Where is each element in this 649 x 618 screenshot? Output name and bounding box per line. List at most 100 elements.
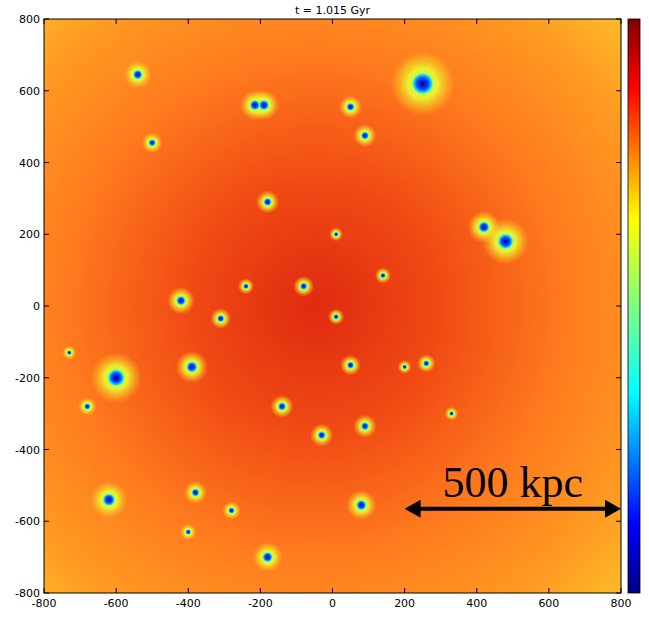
halo	[340, 355, 361, 376]
halo	[417, 354, 435, 372]
subhalo	[259, 100, 268, 109]
subhalo	[423, 361, 429, 367]
x-tick-label: -600	[104, 597, 129, 610]
x-tick-label: 600	[538, 597, 559, 610]
halo	[329, 227, 343, 241]
subhalo	[361, 132, 368, 139]
halo	[78, 397, 96, 415]
y-tick-label: -400	[15, 444, 40, 457]
x-tick-label: -200	[248, 597, 273, 610]
subhalo	[217, 315, 223, 321]
halo	[184, 481, 207, 504]
scale-bar-label: 500 kpc	[443, 458, 584, 507]
subhalo	[413, 73, 433, 93]
y-tick	[44, 234, 49, 235]
subhalo	[149, 140, 155, 146]
frame	[44, 19, 621, 593]
x-tick	[404, 19, 405, 24]
y-tick-label: -600	[15, 515, 40, 528]
halo	[176, 351, 208, 383]
halo	[256, 190, 279, 213]
y-tick	[44, 377, 49, 378]
halo	[483, 218, 529, 264]
subhalo	[177, 296, 186, 305]
y-tick	[44, 593, 49, 594]
y-tick	[616, 90, 621, 91]
halo	[222, 501, 240, 519]
halo	[91, 352, 142, 403]
halo	[90, 481, 127, 518]
y-tick	[44, 521, 49, 522]
y-tick	[616, 377, 621, 378]
halo	[124, 61, 152, 89]
subhalo	[263, 552, 272, 561]
x-tick	[621, 19, 622, 24]
halo	[328, 309, 344, 325]
x-tick-label: 0	[329, 597, 336, 610]
y-tick	[616, 306, 621, 307]
halo	[180, 524, 196, 540]
halo	[346, 490, 376, 520]
subhalo	[449, 411, 453, 415]
halo	[398, 360, 412, 374]
colorbar	[628, 19, 640, 593]
subhalo	[278, 403, 285, 410]
subhalo	[192, 489, 199, 496]
subhalo	[84, 404, 90, 410]
x-tick	[404, 588, 405, 593]
subhalo	[186, 529, 191, 534]
subhalo	[479, 222, 489, 232]
x-tick	[116, 588, 117, 593]
x-tick	[332, 588, 333, 593]
subhalo	[347, 103, 354, 110]
y-tick	[616, 521, 621, 522]
subhalo	[103, 494, 115, 506]
subhalo	[67, 350, 71, 354]
halo	[62, 346, 76, 360]
y-tick-label: -800	[15, 587, 40, 600]
x-tick	[548, 19, 549, 24]
title: t = 1.015 Gyr	[295, 4, 371, 17]
halo	[353, 124, 376, 147]
subhalo	[108, 370, 124, 386]
subhalo	[133, 70, 142, 79]
subhalo	[250, 100, 259, 109]
y-tick	[616, 593, 621, 594]
y-tick-label: 400	[19, 157, 40, 170]
subhalo	[229, 508, 235, 514]
subhalo	[334, 232, 338, 236]
subhalo	[402, 365, 406, 369]
x-tick-label: 200	[394, 597, 415, 610]
scale-bar-line	[415, 507, 611, 511]
chart: -800-600-400-2000200400600800-800-600-40…	[0, 0, 649, 618]
density-field	[44, 19, 621, 593]
subhalo	[187, 362, 197, 372]
x-tick	[116, 19, 117, 24]
subhalo	[347, 362, 353, 368]
x-tick	[188, 19, 189, 24]
y-tick	[616, 234, 621, 235]
y-tick-label: 600	[19, 85, 40, 98]
x-tick	[188, 588, 189, 593]
halo	[390, 51, 455, 116]
halo	[270, 395, 293, 418]
y-tick	[44, 449, 49, 450]
halo	[210, 308, 231, 329]
x-tick-label: 400	[466, 597, 487, 610]
halo	[445, 407, 459, 421]
halo	[375, 267, 391, 283]
x-tick	[260, 588, 261, 593]
y-tick	[616, 162, 621, 163]
halo	[339, 95, 362, 118]
x-tick	[332, 19, 333, 24]
halo	[310, 424, 333, 447]
halo	[253, 542, 283, 572]
y-tick	[44, 162, 49, 163]
halo	[167, 287, 195, 315]
x-tick	[476, 588, 477, 593]
y-tick	[44, 19, 49, 20]
halo	[249, 90, 279, 120]
arrow-head	[605, 500, 621, 518]
x-tick-label: 800	[611, 597, 632, 610]
y-tick-label: 800	[19, 13, 40, 26]
